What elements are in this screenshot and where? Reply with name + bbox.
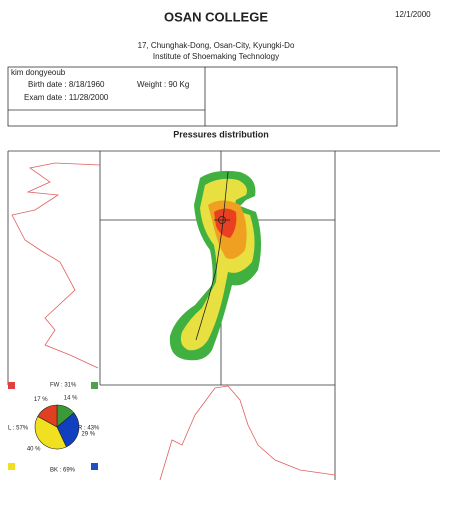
frame [7, 150, 440, 480]
back-label: BK : 69% [50, 468, 76, 474]
pie-chart: 14 % 29 % 40 % 17 % [27, 396, 96, 453]
marker-green [91, 382, 98, 389]
pie-label: 17 % [34, 397, 48, 403]
marker-yellow [8, 463, 15, 470]
address: 17, Chunghak-Dong, Osan-City, Kyungki-Do [138, 41, 295, 50]
right-label: R : 43% [78, 426, 100, 432]
title: OSAN COLLEGE [164, 9, 268, 24]
birth-date: Birth date : 8/18/1960 [28, 80, 105, 89]
patient-name: kim dongyeoub [11, 68, 66, 77]
marker-red [8, 382, 15, 389]
weight: Weight : 90 Kg [137, 80, 189, 89]
section-title: Pressures distribution [173, 129, 269, 139]
bottom-profile [159, 385, 336, 481]
left-label: L : 57% [8, 426, 29, 432]
pie-slice [34, 415, 67, 450]
marker-blue [91, 463, 98, 470]
pressure-map [169, 170, 262, 361]
pie-label: 14 % [64, 396, 78, 402]
date: 12/1/2000 [395, 10, 431, 19]
exam-date: Exam date : 11/28/2000 [24, 93, 109, 102]
front-label: FW : 31% [50, 383, 77, 389]
left-profile [11, 162, 101, 369]
institute: Institute of Shoemaking Technology [153, 52, 279, 61]
pie-slice [37, 404, 58, 428]
info-box [7, 66, 398, 127]
pie-label: 40 % [27, 446, 41, 452]
pie-label: 29 % [81, 432, 95, 438]
